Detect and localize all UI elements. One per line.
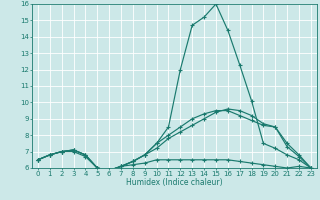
X-axis label: Humidex (Indice chaleur): Humidex (Indice chaleur) [126, 178, 223, 187]
